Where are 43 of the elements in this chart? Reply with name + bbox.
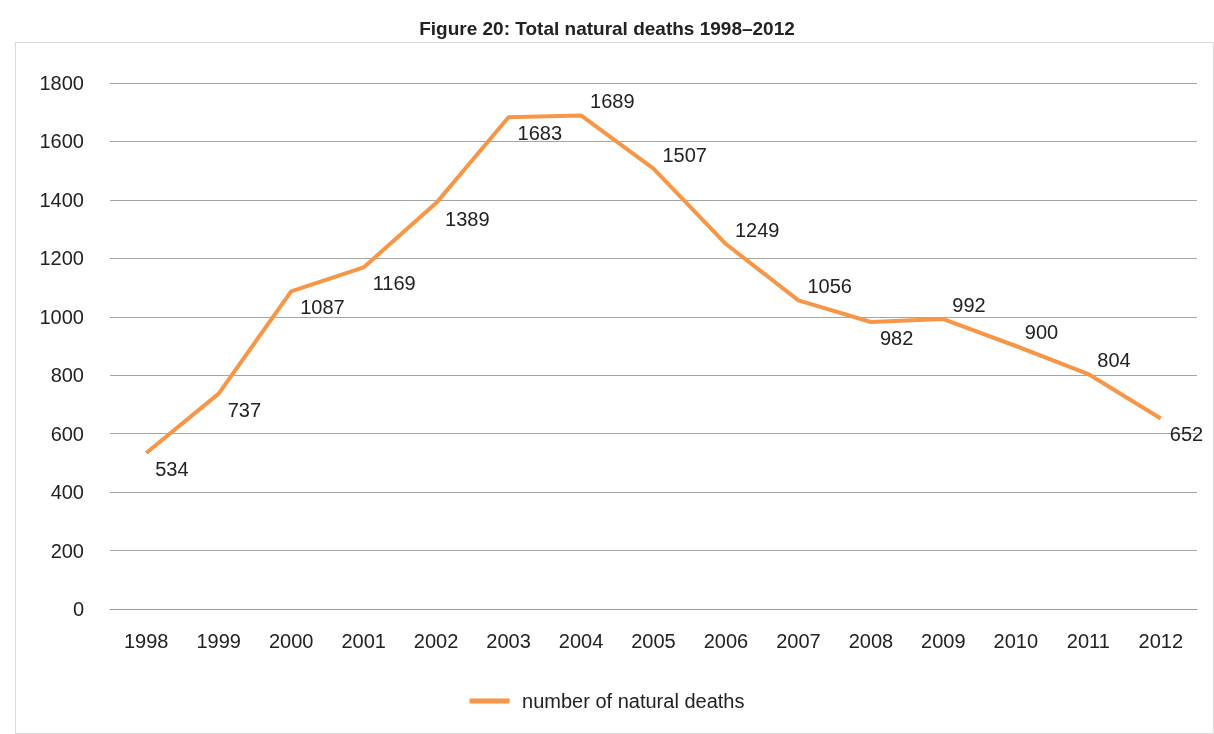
data-label: 1087: [300, 296, 345, 319]
data-label: 1249: [734, 219, 780, 242]
data-label: 982: [879, 327, 914, 350]
y-tick-label: 200: [50, 539, 84, 562]
y-tick-label: 1400: [39, 188, 84, 211]
x-tick-label: 2009: [921, 630, 966, 652]
x-tick-label: 2001: [341, 630, 386, 652]
x-tick-label: 1999: [196, 630, 241, 652]
chart-title: Figure 20: Total natural deaths 1998–2012: [419, 18, 795, 39]
data-label: 534: [155, 457, 189, 480]
x-tick-label: 2002: [413, 630, 459, 652]
x-tick-label: 2012: [1138, 630, 1184, 652]
x-tick-label: 2005: [631, 630, 676, 652]
x-tick-label: 1998: [123, 630, 169, 652]
data-label: 1507: [662, 143, 707, 166]
x-tick-label: 2011: [1066, 630, 1110, 652]
y-tick-label: 1200: [39, 247, 84, 270]
legend-label: number of natural deaths: [522, 690, 745, 712]
x-tick-label: 2004: [558, 630, 604, 652]
data-label: 992: [952, 294, 986, 317]
data-label: 1169: [372, 272, 416, 295]
x-tick-label: 2006: [703, 630, 749, 652]
data-label: 1689: [590, 90, 635, 113]
y-tick-label: 800: [50, 364, 84, 387]
data-label: 1056: [807, 275, 852, 298]
data-label: 1389: [445, 208, 490, 231]
y-tick-label: 0: [72, 598, 84, 620]
y-tick-label: 1000: [39, 305, 84, 328]
x-tick-label: 2007: [776, 630, 821, 652]
data-label: 1683: [517, 122, 563, 145]
line-series: [144, 113, 1163, 455]
data-label: 737: [227, 398, 262, 421]
y-tick-label: 1800: [39, 72, 84, 94]
x-tick-label: 2003: [486, 630, 531, 652]
y-tick-label: 600: [50, 422, 84, 445]
data-label: 900: [1024, 321, 1059, 343]
data-label: 804: [1097, 349, 1131, 372]
data-label: 652: [1169, 423, 1204, 446]
x-tick-label: 2000: [268, 630, 314, 652]
x-tick-label: 2008: [848, 630, 894, 652]
x-tick-label: 2010: [993, 630, 1039, 652]
y-tick-label: 400: [50, 481, 84, 504]
y-tick-label: 1600: [39, 130, 84, 153]
